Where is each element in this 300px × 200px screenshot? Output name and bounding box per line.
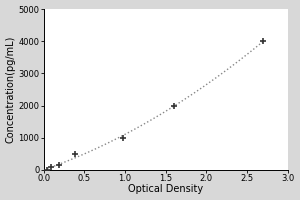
Y-axis label: Concentration(pg/mL): Concentration(pg/mL): [6, 36, 16, 143]
X-axis label: Optical Density: Optical Density: [128, 184, 203, 194]
